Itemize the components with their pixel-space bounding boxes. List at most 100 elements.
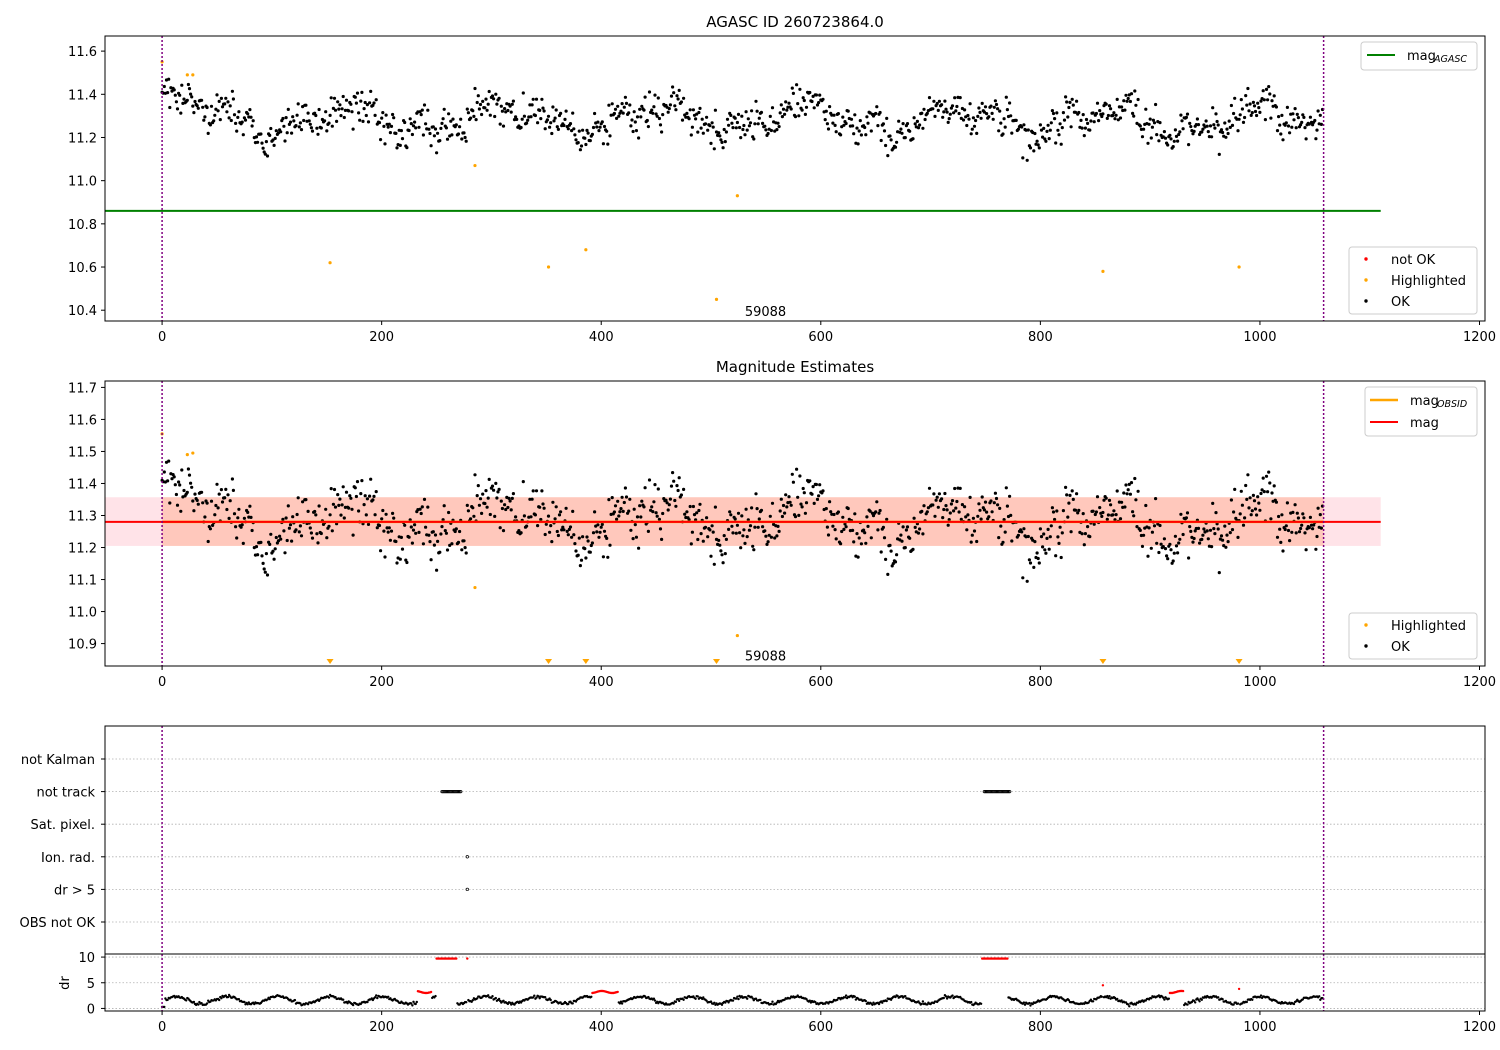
y-tick-label: 10.9	[68, 638, 97, 653]
ok-point	[436, 539, 440, 544]
ok-point	[1202, 527, 1206, 531]
ok-point	[283, 551, 287, 555]
ok-point	[361, 119, 365, 123]
ok-point	[251, 119, 255, 123]
ok-point	[1128, 492, 1132, 496]
ok-point	[282, 529, 286, 533]
ok-point	[410, 132, 414, 137]
ok-point	[804, 105, 809, 109]
ok-point	[445, 137, 450, 141]
ok-point	[650, 108, 654, 112]
ok-point	[1124, 93, 1128, 97]
ok-point	[456, 132, 461, 136]
ok-point	[475, 100, 479, 105]
ok-point	[942, 110, 946, 114]
ok-point	[612, 510, 617, 514]
ok-point	[288, 120, 293, 124]
ok-point	[332, 487, 337, 492]
ok-point	[494, 481, 498, 485]
dr-point	[619, 1000, 623, 1003]
flag-point	[1005, 789, 1010, 794]
ok-point	[217, 492, 221, 496]
ok-point	[1275, 535, 1280, 539]
ok-point	[182, 97, 186, 101]
ok-point	[465, 107, 469, 111]
ok-point	[1084, 117, 1089, 122]
ok-point	[1095, 495, 1100, 499]
ok-point	[1076, 511, 1080, 515]
ok-point	[381, 508, 385, 513]
ok-point	[203, 515, 207, 519]
ok-point	[1136, 97, 1140, 102]
ok-point	[669, 94, 674, 98]
ok-point	[190, 95, 194, 99]
dr-point	[1100, 995, 1104, 998]
ok-point	[310, 536, 315, 540]
ok-point	[656, 96, 660, 100]
ok-point	[1083, 126, 1087, 130]
y-tick-label: 11.2	[68, 131, 97, 146]
dr-point	[1259, 994, 1263, 997]
ok-point	[679, 100, 684, 104]
ok-point	[1127, 482, 1131, 486]
flag-point	[442, 789, 446, 794]
ok-point	[1094, 510, 1098, 514]
ok-point	[666, 508, 670, 512]
ok-point	[1101, 112, 1105, 116]
ok-point	[1163, 547, 1168, 551]
ok-point	[1097, 119, 1101, 123]
ok-point	[1223, 524, 1227, 528]
ok-point	[394, 131, 398, 135]
ok-point	[708, 528, 712, 532]
ok-point	[1113, 117, 1117, 121]
ok-point	[1092, 120, 1096, 124]
ok-point	[1059, 142, 1063, 146]
x-tick-label: 1000	[1243, 1020, 1276, 1035]
ok-point	[265, 573, 270, 577]
dr-point	[1067, 999, 1071, 1002]
ok-point	[486, 496, 490, 500]
ok-point	[1172, 139, 1176, 143]
ok-point	[191, 104, 195, 108]
ok-point	[1275, 129, 1280, 133]
flag-point	[991, 789, 995, 794]
ok-point	[696, 130, 700, 134]
ok-point	[1043, 548, 1047, 552]
ok-point	[645, 118, 649, 123]
ok-point	[647, 90, 652, 94]
ok-point	[746, 117, 750, 121]
ok-point	[588, 139, 592, 143]
ok-point	[254, 545, 259, 549]
ok-point	[735, 120, 740, 125]
ok-point	[1253, 109, 1258, 114]
ok-point	[717, 538, 721, 543]
ok-point	[420, 108, 424, 112]
ok-point	[767, 533, 771, 537]
ok-point	[858, 119, 862, 123]
ok-point	[738, 125, 742, 130]
ok-point	[852, 132, 856, 136]
ok-point	[382, 529, 386, 533]
ok-point	[1120, 500, 1124, 504]
ok-point	[525, 524, 529, 528]
dr-point	[921, 1000, 925, 1003]
flag-point	[1002, 789, 1006, 794]
ok-point	[815, 103, 820, 107]
dr-point	[373, 996, 377, 999]
ok-point	[473, 473, 477, 477]
ok-point	[821, 489, 825, 493]
dr-point	[709, 1000, 713, 1003]
ok-point	[1035, 139, 1039, 143]
ok-point	[511, 492, 515, 496]
ok-point	[564, 506, 568, 510]
ok-point	[1293, 107, 1297, 111]
ok-point	[1319, 122, 1323, 126]
ok-point	[801, 486, 805, 491]
ok-point	[808, 90, 812, 95]
ok-point	[219, 96, 223, 100]
ok-point	[784, 100, 788, 104]
ok-point	[359, 492, 363, 496]
ok-point	[672, 91, 676, 95]
ok-point	[519, 531, 523, 535]
ok-point	[1204, 119, 1208, 123]
